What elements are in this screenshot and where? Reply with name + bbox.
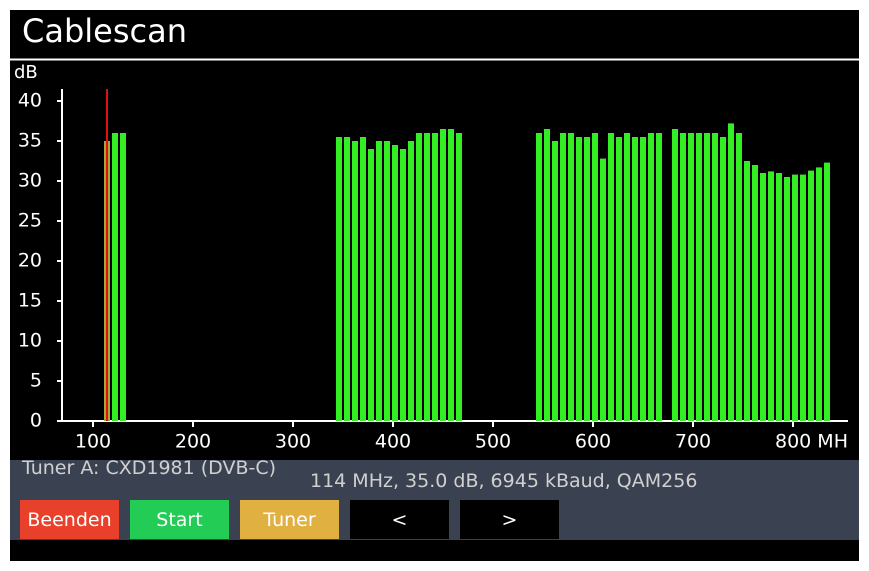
bar bbox=[608, 133, 614, 421]
bar bbox=[432, 133, 438, 421]
x-tick-label: 500 bbox=[475, 431, 511, 453]
bar bbox=[616, 137, 622, 421]
bar bbox=[440, 129, 446, 421]
bar bbox=[536, 133, 542, 421]
y-axis-label: dB bbox=[14, 62, 38, 83]
y-tick-label: 30 bbox=[18, 170, 42, 192]
bar bbox=[576, 137, 582, 421]
bar bbox=[368, 149, 374, 421]
x-tick-label: 200 bbox=[175, 431, 211, 453]
y-tick-label: 0 bbox=[30, 410, 42, 432]
bar bbox=[672, 129, 678, 421]
status-bar: Tuner A: CXD1981 (DVB-C) 114 MHz, 35.0 d… bbox=[10, 457, 859, 540]
bar bbox=[448, 129, 454, 421]
bar bbox=[544, 129, 550, 421]
bar bbox=[712, 133, 718, 421]
y-tick-label: 5 bbox=[30, 370, 42, 392]
bar bbox=[696, 133, 702, 421]
x-tick-label: 300 bbox=[275, 431, 311, 453]
x-tick-label: 400 bbox=[375, 431, 411, 453]
bar bbox=[120, 133, 126, 421]
bar bbox=[816, 167, 822, 421]
bar bbox=[112, 133, 118, 421]
title: Cablescan bbox=[22, 12, 187, 50]
bar bbox=[824, 162, 830, 421]
button[interactable]: Beenden bbox=[20, 500, 119, 539]
tuner-text: Tuner A: CXD1981 (DVB-C) bbox=[22, 457, 277, 479]
bar bbox=[760, 173, 766, 421]
bar bbox=[400, 149, 406, 421]
y-tick-label: 40 bbox=[18, 90, 42, 112]
bar bbox=[568, 133, 574, 421]
y-tick-label: 15 bbox=[18, 290, 42, 312]
bar bbox=[376, 141, 382, 421]
bar bbox=[776, 173, 782, 421]
bottom-bar bbox=[10, 541, 859, 561]
bar bbox=[384, 141, 390, 421]
bar bbox=[800, 174, 806, 421]
bar bbox=[584, 137, 590, 421]
bar bbox=[592, 133, 598, 421]
y-tick-label: 20 bbox=[18, 250, 42, 272]
bar bbox=[656, 133, 662, 421]
x-tick-label: 600 bbox=[575, 431, 611, 453]
bar bbox=[704, 133, 710, 421]
info-text: 114 MHz, 35.0 dB, 6945 kBaud, QAM256 bbox=[310, 470, 698, 492]
bar bbox=[416, 133, 422, 421]
bar bbox=[648, 133, 654, 421]
chart: Cablescan dB 0 5 10 15 20 25 30 35 40 100 200 300 40… bbox=[10, 12, 859, 453]
bar bbox=[720, 137, 726, 421]
bar bbox=[632, 137, 638, 421]
button[interactable]: Start bbox=[130, 500, 229, 539]
bar bbox=[680, 133, 686, 421]
y-tick-label: 35 bbox=[18, 130, 42, 152]
bar bbox=[640, 137, 646, 421]
bar bbox=[552, 141, 558, 421]
bar bbox=[392, 145, 398, 421]
bar bbox=[624, 133, 630, 421]
bar bbox=[784, 177, 790, 421]
x-tick-label: 100 bbox=[75, 431, 111, 453]
bar bbox=[424, 133, 430, 421]
button[interactable]: < bbox=[350, 500, 449, 539]
bar bbox=[808, 170, 814, 421]
x-tick-label: 700 bbox=[675, 431, 711, 453]
bar bbox=[752, 165, 758, 421]
bar bbox=[728, 123, 734, 422]
bar bbox=[456, 133, 462, 421]
x-tick-label: 800 MH bbox=[775, 431, 848, 453]
bar bbox=[336, 137, 342, 421]
bar bbox=[352, 141, 358, 421]
bar bbox=[360, 137, 366, 421]
y-tick-label: 25 bbox=[18, 210, 42, 232]
bar bbox=[744, 161, 750, 421]
button[interactable]: > bbox=[460, 500, 559, 539]
bar bbox=[792, 174, 798, 421]
button[interactable]: Tuner bbox=[240, 500, 339, 539]
bar bbox=[408, 141, 414, 421]
bar bbox=[736, 133, 742, 421]
bar bbox=[688, 133, 694, 421]
bar bbox=[560, 133, 566, 421]
y-tick-label: 10 bbox=[18, 330, 42, 352]
bar bbox=[768, 171, 774, 421]
bar bbox=[344, 137, 350, 421]
bar bbox=[600, 158, 606, 421]
